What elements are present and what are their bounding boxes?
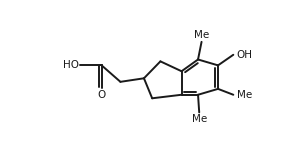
Text: Me: Me (194, 30, 209, 40)
Text: OH: OH (237, 50, 253, 60)
Text: O: O (98, 90, 106, 100)
Text: Me: Me (191, 114, 207, 124)
Text: Me: Me (237, 90, 252, 100)
Text: HO: HO (63, 60, 79, 70)
